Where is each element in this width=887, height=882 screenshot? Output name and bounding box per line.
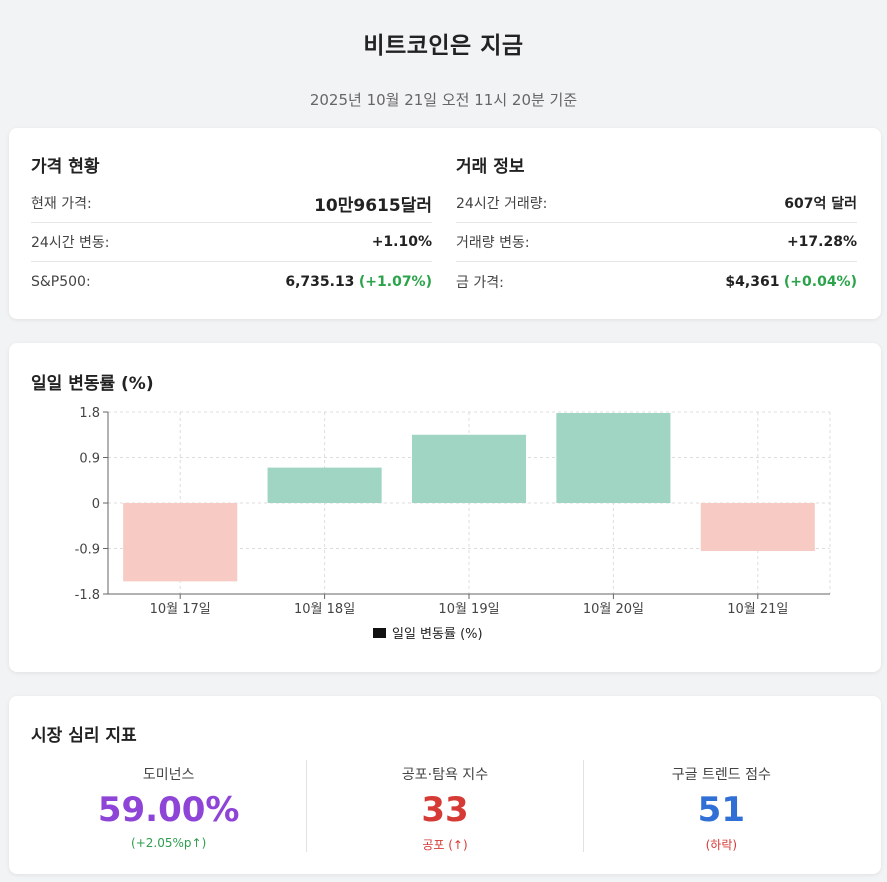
volume-24h-row: 24시간 거래량: 607억 달러 [456,184,857,223]
volume-change-row: 거래량 변동: +17.28% [456,223,857,262]
sp500-value: 6,735.13 [285,273,355,290]
sentiment-indicators: 도미넌스 59.00% (+2.05%p↑) 공포·탐욕 지수 33 공포 (↑… [31,760,859,852]
current-price-row: 현재 가격: 10만9615달러 [31,184,432,223]
y-tick-label: 1.8 [79,406,100,421]
y-tick-label: 0 [92,497,100,512]
change-24h-label: 24시간 변동: [31,235,110,251]
google-trends-value: 51 [697,790,745,830]
volume-change-value: +17.28% [786,234,857,250]
sp500-label: S&P500: [31,273,91,290]
x-tick-label: 10월 19일 [438,602,499,617]
dominance-label: 도미넌스 [142,767,195,783]
chart-bar [267,467,382,503]
market-info-card: 가격 현황 현재 가격: 10만9615달러 24시간 변동: +1.10% S… [9,128,881,319]
dominance-note: (+2.05%p↑) [131,836,207,850]
x-tick-label: 10월 21일 [727,602,788,617]
current-price-value: 10만9615달러 [314,195,432,216]
volume-change-label: 거래량 변동: [456,235,530,251]
daily-change-bar-chart: 1.8 0.9 0 -0.9 -1.8 10월 17일 10월 18일 10월 19일 10월 … [75,406,831,642]
sp500-change: (+1.07%) [358,273,432,290]
chart-bar [556,413,671,503]
legend-label: 일일 변동률 (%) [392,627,483,642]
chart-bar [700,503,815,552]
gold-price-row: 금 가격: $4,361 (+0.04%) [456,262,857,301]
page-header: 비트코인은 지금 2025년 10월 21일 오전 11시 20분 기준 [0,0,887,122]
trade-info-title: 거래 정보 [456,157,525,177]
chart-bar [123,503,238,582]
fear-greed-note: 공포 (↑) [422,838,468,852]
sentiment-title: 시장 심리 지표 [31,726,137,746]
dominance-indicator: 도미넌스 59.00% (+2.05%p↑) [31,760,306,852]
gold-price-value: $4,361 [725,273,780,290]
page-subtitle-timestamp: 2025년 10월 21일 오전 11시 20분 기준 [309,91,578,109]
y-tick-label: -1.8 [75,588,100,603]
x-tick-label: 10월 17일 [150,602,211,617]
google-trends-indicator: 구글 트렌드 점수 51 (하락) [582,760,859,852]
gold-price-label: 금 가격: [456,274,504,291]
y-tick-label: 0.9 [79,452,100,467]
daily-change-chart-card: 일일 변동률 (%) 1.8 0.9 0 -0.9 -1.8 10월 17일 10월 18일… [9,343,881,672]
x-tick-label: 10월 20일 [583,602,644,617]
chart-bar [411,434,527,503]
fear-greed-indicator: 공포·탐욕 지수 33 공포 (↑) [306,760,582,852]
sp500-value-group: 6,735.13 (+1.07%) [285,274,432,290]
price-status-title: 가격 현황 [31,157,100,177]
google-trends-label: 구글 트렌드 점수 [671,767,771,783]
current-price-label: 현재 가격: [31,196,92,212]
change-24h-row: 24시간 변동: +1.10% [31,223,432,262]
google-trends-note: (하락) [705,838,738,852]
x-tick-label: 10월 18일 [294,602,355,617]
price-status-section: 가격 현황 현재 가격: 10만9615달러 24시간 변동: +1.10% S… [31,152,432,301]
dominance-value: 59.00% [97,790,240,830]
change-24h-value: +1.10% [371,234,432,250]
fear-greed-value: 33 [421,790,469,830]
volume-24h-label: 24시간 거래량: [456,196,548,212]
page-title: 비트코인은 지금 [363,33,524,59]
chart-title: 일일 변동률 (%) [31,374,154,394]
market-sentiment-card: 시장 심리 지표 도미넌스 59.00% (+2.05%p↑) 공포·탐욕 지수… [9,696,881,874]
fear-greed-label: 공포·탐욕 지수 [401,767,489,783]
sp500-row: S&P500: 6,735.13 (+1.07%) [31,262,432,301]
trade-info-section: 거래 정보 24시간 거래량: 607억 달러 거래량 변동: +17.28% … [456,152,857,301]
legend-swatch [373,628,386,638]
y-tick-label: -0.9 [75,543,100,558]
gold-price-change: (+0.04%) [783,273,857,290]
volume-24h-value: 607억 달러 [784,196,857,212]
gold-price-value-group: $4,361 (+0.04%) [725,274,857,290]
